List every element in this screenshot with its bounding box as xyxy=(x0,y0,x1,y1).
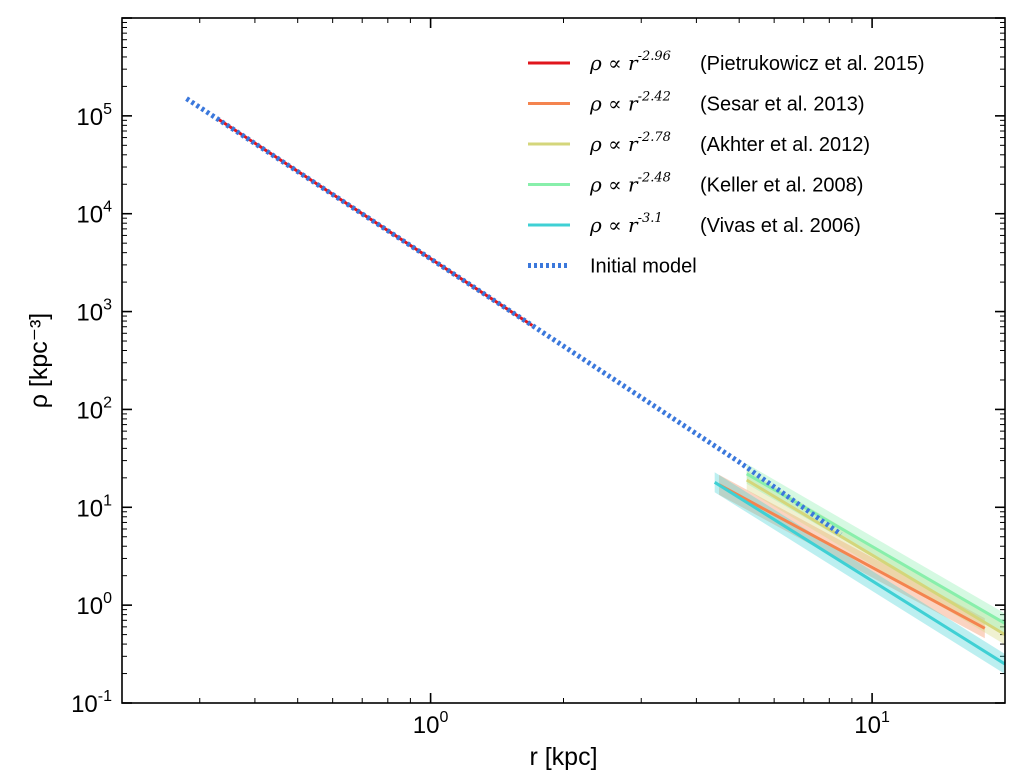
legend-label: (Keller et al. 2008) xyxy=(700,175,863,197)
legend-label: (Akhter et al. 2012) xyxy=(700,134,870,156)
y-tick-label: 102 xyxy=(76,394,112,424)
series-line xyxy=(718,483,986,630)
legend: ρ ∝ r-2.96 (Pietrukowicz et al. 2015) ρ ∝ … xyxy=(528,49,925,278)
confidence-bands xyxy=(714,463,1005,675)
tick-labels: 100 101 10-1 100 101 102 103 104 105 xyxy=(71,101,890,739)
y-tick-label: 101 xyxy=(76,492,112,522)
x-tick-label: 101 xyxy=(854,709,890,739)
series-line xyxy=(745,472,1006,625)
y-tick-label: 105 xyxy=(76,101,112,131)
y-axis-label: ρ [kpc⁻³] xyxy=(25,313,53,408)
data-lines xyxy=(185,96,1006,666)
legend-label: (Pietrukowicz et al. 2015) xyxy=(700,53,925,75)
series-line-initial-model xyxy=(185,96,843,537)
y-tick-label: 10-1 xyxy=(71,688,112,718)
legend-label: (Sesar et al. 2013) xyxy=(700,94,865,116)
legend-formula: ρ ∝ r-2.78 xyxy=(589,130,671,156)
plot-frame xyxy=(121,17,1006,704)
y-tick-label: 103 xyxy=(76,297,112,327)
x-axis-label: r [kpc] xyxy=(529,743,597,771)
legend-formula: ρ ∝ r-2.48 xyxy=(589,171,671,197)
series-line xyxy=(745,478,1006,636)
tick-marks xyxy=(121,17,1006,704)
legend-label: Initial model xyxy=(590,256,697,278)
legend-formula: ρ ∝ r-2.42 xyxy=(589,90,671,116)
series-line xyxy=(217,117,534,327)
y-tick-label: 100 xyxy=(76,590,112,620)
series-line xyxy=(713,481,1006,666)
legend-formula: ρ ∝ r-2.96 xyxy=(589,49,671,75)
legend-formula: ρ ∝ r-3.1 xyxy=(589,211,663,237)
legend-label: (Vivas et al. 2006) xyxy=(700,215,861,237)
y-tick-label: 104 xyxy=(76,199,112,229)
x-tick-label: 100 xyxy=(413,709,449,739)
